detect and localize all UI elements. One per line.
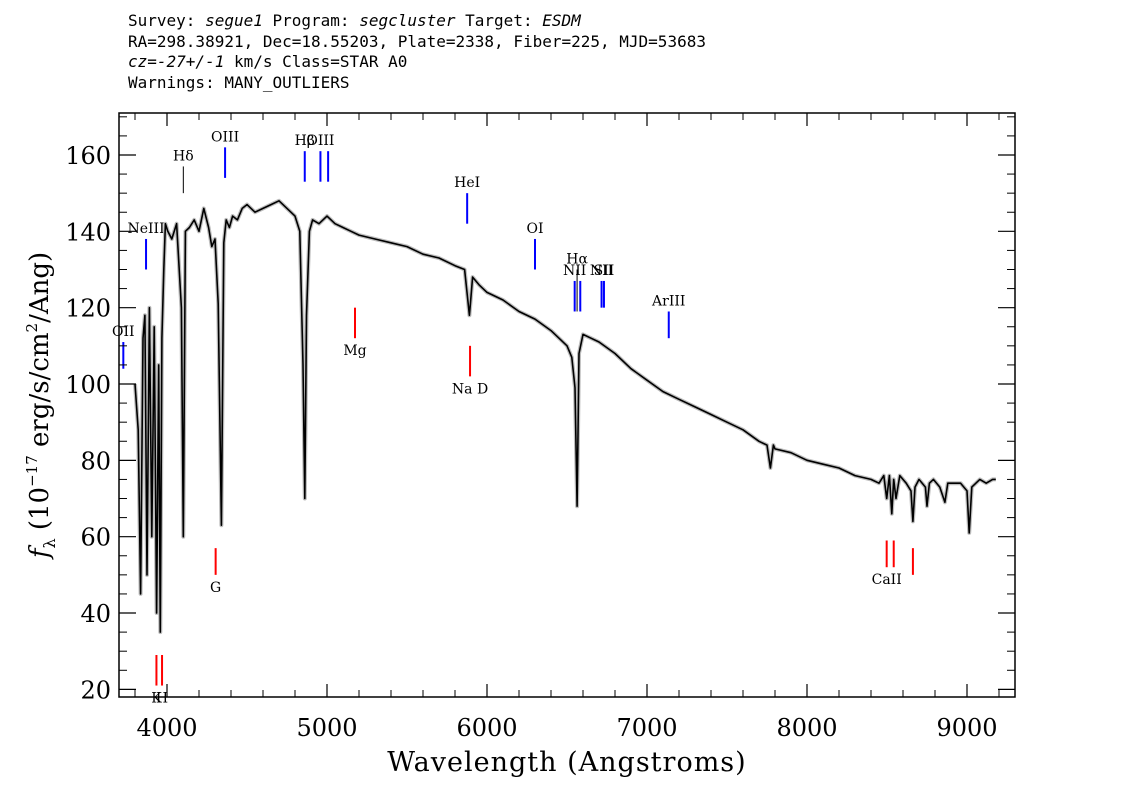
header-coordinates-line: RA=298.38921, Dec=18.55203, Plate=2338, … — [128, 31, 706, 51]
line-marker-label: K — [151, 691, 162, 707]
line-marker-label: NII — [590, 263, 613, 279]
spectrum-line — [134, 200, 996, 633]
x-tick-label: 6000 — [456, 714, 517, 742]
line-marker-label: ArIII — [651, 293, 685, 309]
spectrum-header: Survey: segue1 Program: segcluster Targe… — [128, 11, 706, 93]
line-marker-label: OII — [112, 324, 135, 340]
line-marker-label: H — [156, 691, 168, 707]
survey-label: Survey: — [128, 11, 206, 30]
line-marker-label: Hβ — [295, 133, 315, 149]
target-label: Target: — [455, 11, 543, 30]
line-marker-label: Na D — [452, 381, 488, 397]
line-marker-label: Hα — [566, 251, 588, 267]
header-warnings-line: Warnings: MANY_OUTLIERS — [128, 72, 350, 92]
cz-value: cz=-27+/-1 — [128, 52, 225, 71]
target-value: ESDM — [542, 11, 581, 30]
y-tick-label: 40 — [80, 600, 111, 628]
x-tick-label: 7000 — [616, 714, 677, 742]
line-marker-label: Hδ — [173, 148, 194, 164]
line-marker-label: OIII — [211, 129, 239, 145]
program-value: segcluster — [359, 11, 456, 30]
plot-area — [133, 198, 996, 635]
class-text: km/s Class=STAR A0 — [224, 52, 408, 71]
x-tick-label: 5000 — [296, 714, 357, 742]
program-label: Program: — [262, 11, 360, 30]
header-redshift-line: cz=-27+/-1 km/s Class=STAR A0 — [128, 52, 706, 73]
y-tick-label: 20 — [80, 676, 111, 704]
x-axis-label: Wavelength (Angstroms) — [387, 747, 746, 778]
line-marker-label: G — [210, 580, 221, 596]
line-marker-label: NeIII — [127, 221, 164, 237]
axis-layer: 4000 5000 6000 7000 8000 9000 20 40 60 80 100 120 14… — [65, 113, 1015, 742]
y-tick-label: 160 — [65, 142, 111, 170]
line-marker-label: SII — [594, 263, 615, 279]
y-tick-label: 100 — [65, 371, 111, 399]
plot-frame — [118, 112, 1016, 698]
line-marker-label: OIII — [306, 133, 334, 149]
line-marker-label: HeI — [454, 175, 480, 191]
y-tick-label: 140 — [65, 218, 111, 246]
y-axis-label: fλ (10−17 erg/s/cm2/Ang) — [23, 252, 59, 560]
line-marker-label: OI — [526, 221, 543, 237]
x-tick-label: 9000 — [936, 714, 997, 742]
survey-value: segue1 — [205, 11, 263, 30]
x-tick-label: 4000 — [136, 714, 197, 742]
line-marker-label: CaII — [872, 572, 902, 588]
header-survey-line: Survey: segue1 Program: segcluster Targe… — [128, 11, 706, 32]
x-tick-label: 8000 — [776, 714, 837, 742]
y-tick-label: 80 — [80, 447, 111, 475]
line-marker-label: Mg — [343, 343, 366, 359]
line-marker-label: NII — [563, 263, 586, 279]
y-tick-label: 120 — [65, 295, 111, 323]
y-tick-label: 60 — [80, 524, 111, 552]
